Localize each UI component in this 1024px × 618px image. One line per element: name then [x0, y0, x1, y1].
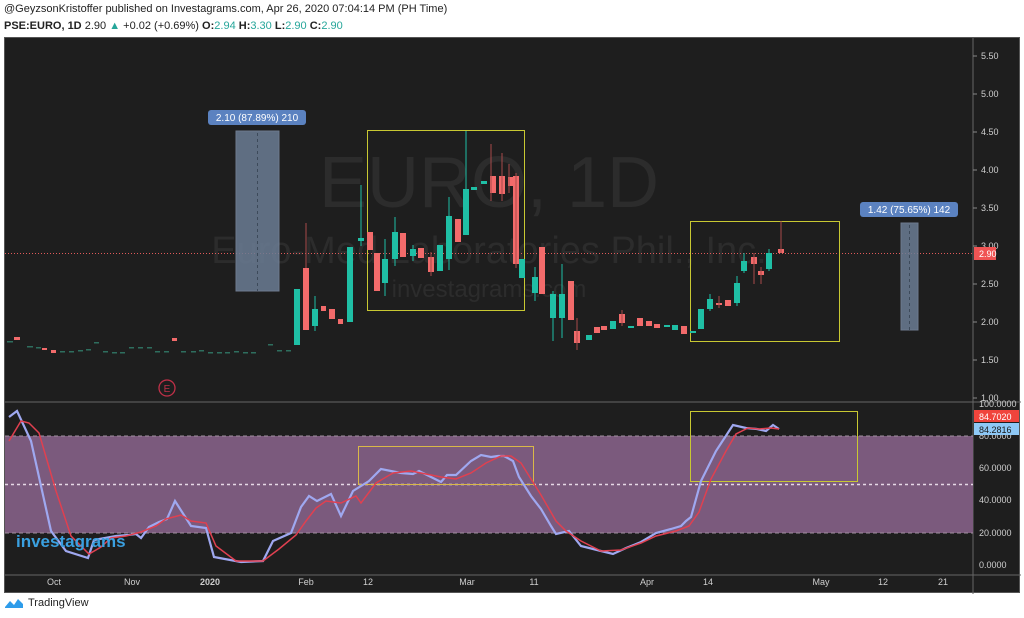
price-change: +0.02 (+0.69%) [123, 20, 199, 32]
stoch-k-line [8, 409, 780, 564]
svg-text:0.0000: 0.0000 [979, 560, 1007, 570]
annotation-box-2[interactable] [690, 221, 840, 342]
svg-text:2020: 2020 [200, 577, 220, 587]
svg-text:EURO, 1D: EURO, 1D [319, 143, 659, 223]
stoch-axis[interactable]: 100.0000 80.0000 60.0000 40.0000 20.0000… [979, 399, 1017, 570]
publish-info: @GeyzsonKristoffer published on Investag… [4, 3, 448, 15]
svg-text:2.00: 2.00 [981, 317, 999, 327]
svg-text:Apr: Apr [640, 577, 654, 587]
svg-text:May: May [812, 577, 830, 587]
chart-canvas[interactable]: EURO, 1D Euro-Med Laboratories Phil., In… [5, 38, 1021, 594]
svg-text:Oct: Oct [47, 577, 62, 587]
svg-text:4.00: 4.00 [981, 165, 999, 175]
stoch-d-line [8, 420, 780, 562]
svg-text:4.50: 4.50 [981, 127, 999, 137]
svg-text:E: E [164, 384, 171, 395]
investagrams-logo: investagrams [16, 532, 126, 551]
svg-text:5.50: 5.50 [981, 51, 999, 61]
tradingview-logo-icon [5, 599, 23, 608]
high-value: 3.30 [250, 20, 272, 32]
svg-text:12: 12 [878, 577, 888, 587]
annotation-box-1[interactable] [367, 130, 525, 311]
svg-text:84.7020: 84.7020 [979, 412, 1012, 422]
last-price-badge [974, 247, 996, 260]
candles [7, 131, 784, 354]
price-range-measure-2[interactable]: 1.42 (75.65%) 142 [860, 202, 958, 331]
svg-text:investagrams.com: investagrams.com [392, 276, 587, 303]
earnings-icon[interactable]: E [158, 379, 176, 397]
chart-container[interactable]: EURO, 1D Euro-Med Laboratories Phil., In… [4, 37, 1021, 594]
svg-text:1.42 (75.65%) 142: 1.42 (75.65%) 142 [868, 205, 951, 216]
close-value: 2.90 [321, 20, 343, 32]
svg-text:2.90: 2.90 [979, 249, 997, 259]
svg-text:100.0000: 100.0000 [979, 399, 1017, 409]
svg-text:5.00: 5.00 [981, 89, 999, 99]
svg-text:2.50: 2.50 [981, 279, 999, 289]
svg-text:11: 11 [529, 577, 538, 587]
stoch-d-badge [974, 410, 1019, 422]
stoch-k-badge [974, 423, 1019, 435]
open-value: 2.94 [214, 20, 236, 32]
low-value: 2.90 [285, 20, 307, 32]
svg-text:21: 21 [938, 577, 948, 587]
up-arrow-icon: ▲ [109, 20, 121, 32]
svg-text:12: 12 [363, 577, 373, 587]
watermark: EURO, 1D Euro-Med Laboratories Phil., In… [211, 143, 767, 303]
stoch-annotation-box-1 [358, 446, 534, 485]
time-axis[interactable]: Oct Nov 2020 Feb 12 Mar 11 Apr 14 May 12… [47, 577, 948, 587]
svg-text:Mar: Mar [459, 577, 475, 587]
price-range-measure-1[interactable]: 2.10 (87.89%) 210 [208, 110, 306, 292]
svg-text:40.0000: 40.0000 [979, 495, 1012, 505]
svg-text:3.00: 3.00 [981, 241, 999, 251]
svg-text:Euro-Med Laboratories Phil., I: Euro-Med Laboratories Phil., Inc. [211, 230, 767, 272]
svg-text:14: 14 [703, 577, 713, 587]
svg-text:80.0000: 80.0000 [979, 431, 1012, 441]
last-price: 2.90 [84, 20, 107, 32]
symbol-legend: PSE:EURO, 1D 2.90 ▲ +0.02 (+0.69%) O:2.9… [4, 20, 343, 32]
stoch-annotation-box-2 [690, 411, 858, 482]
svg-text:Feb: Feb [298, 577, 314, 587]
tradingview-brand[interactable]: TradingView [28, 597, 89, 609]
price-axis[interactable]: 5.50 5.00 4.50 4.00 3.50 3.00 2.50 2.00 … [981, 51, 999, 403]
svg-text:3.50: 3.50 [981, 203, 999, 213]
svg-text:1.00: 1.00 [981, 393, 999, 403]
stochastic-pane[interactable] [5, 409, 973, 564]
svg-text:20.0000: 20.0000 [979, 528, 1012, 538]
svg-text:Nov: Nov [124, 577, 141, 587]
footer: TradingView [4, 597, 89, 609]
svg-text:1.50: 1.50 [981, 355, 999, 365]
svg-text:2.10 (87.89%) 210: 2.10 (87.89%) 210 [216, 113, 299, 124]
symbol-name: PSE:EURO, 1D [4, 20, 82, 32]
svg-text:84.2816: 84.2816 [979, 425, 1012, 435]
svg-text:60.0000: 60.0000 [979, 463, 1012, 473]
